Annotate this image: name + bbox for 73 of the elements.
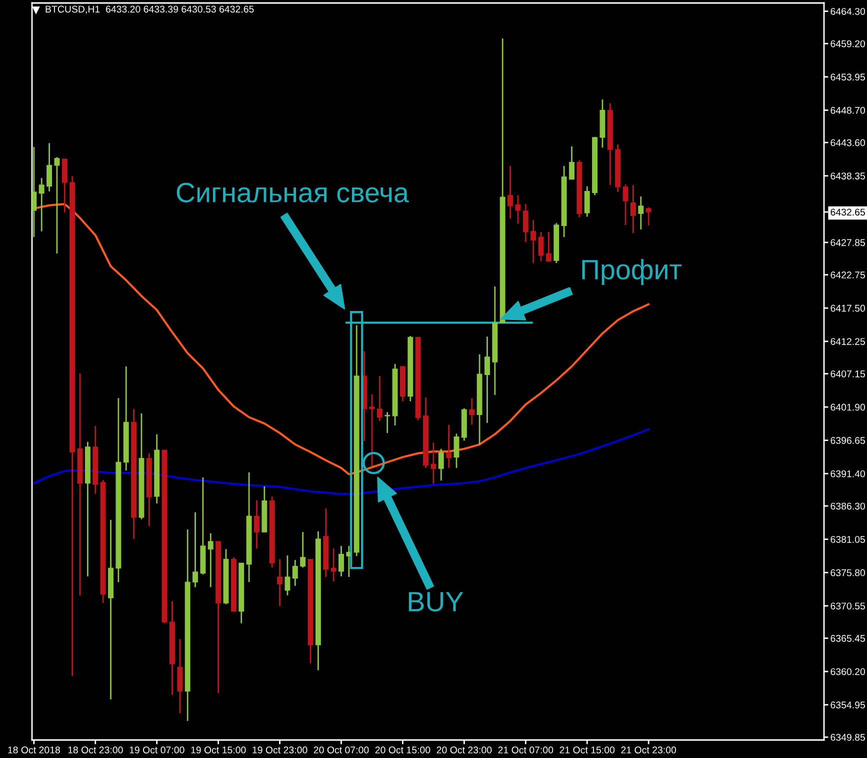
y-tick-label: 6370.55 bbox=[830, 602, 865, 610]
candlestick bbox=[369, 394, 375, 467]
candlestick bbox=[584, 186, 590, 218]
y-tick-label: 6417.50 bbox=[830, 304, 866, 312]
x-tick-label: 21 Oct 23:00 bbox=[621, 746, 676, 754]
candlestick bbox=[454, 432, 460, 469]
y-tick-label: 6459.20 bbox=[830, 40, 866, 48]
candlestick bbox=[62, 158, 68, 213]
candlestick bbox=[446, 424, 452, 469]
candlestick bbox=[622, 184, 628, 226]
annotation: BUY bbox=[408, 592, 464, 612]
x-tick-label: 20 Oct 23:00 bbox=[436, 746, 492, 754]
annotation: Профит bbox=[582, 259, 682, 285]
candlestick bbox=[338, 545, 344, 578]
y-tick-label: 6365.45 bbox=[830, 634, 865, 642]
candlestick bbox=[538, 231, 544, 262]
candlestick bbox=[522, 203, 528, 243]
candlestick bbox=[630, 184, 636, 234]
y-tick-label: 6386.30 bbox=[830, 502, 866, 510]
candlestick bbox=[38, 177, 44, 232]
y-tick-label: 6438.35 bbox=[830, 172, 865, 180]
annotation: Сигнальная свеча bbox=[176, 182, 409, 202]
y-tick-label: 6453.95 bbox=[830, 74, 865, 81]
candlestick bbox=[300, 531, 306, 568]
candlestick bbox=[254, 500, 260, 550]
candlestick bbox=[484, 336, 490, 424]
x-tick-label: 20 Oct 07:00 bbox=[314, 746, 369, 754]
candlestick bbox=[54, 156, 60, 254]
y-tick-label: 6422.75 bbox=[830, 272, 865, 278]
candlestick bbox=[208, 532, 214, 588]
y-tick-label: 6381.05 bbox=[830, 536, 865, 543]
x-tick-label: 18 Oct 2018 bbox=[8, 746, 60, 754]
candlestick bbox=[569, 146, 574, 180]
y-tick-label: 6354.95 bbox=[830, 702, 865, 708]
y-tick-label: 6432.65 bbox=[830, 208, 865, 216]
y-tick-label: 6464.30 bbox=[830, 8, 866, 15]
candlestick bbox=[292, 559, 298, 587]
candlestick bbox=[646, 206, 652, 226]
y-tick-label: 6396.65 bbox=[830, 437, 865, 444]
candlestick bbox=[508, 165, 514, 220]
x-tick-label: 19 Oct 15:00 bbox=[191, 746, 246, 754]
y-tick-label: 6349.85 bbox=[830, 734, 865, 741]
y-tick-label: 6360.20 bbox=[830, 668, 866, 676]
candlestick bbox=[638, 196, 644, 230]
candlestick bbox=[376, 375, 382, 422]
candlestick bbox=[430, 442, 436, 484]
x-tick-label: 19 Oct 23:00 bbox=[252, 746, 308, 754]
y-tick-label: 6375.80 bbox=[830, 569, 866, 576]
candlestick bbox=[277, 558, 283, 607]
y-tick-label: 6407.15 bbox=[830, 370, 865, 378]
x-tick-label: 18 Oct 23:00 bbox=[68, 746, 123, 754]
y-tick-label: 6448.70 bbox=[830, 106, 866, 114]
candlestick bbox=[438, 448, 444, 482]
x-tick-label: 21 Oct 15:00 bbox=[560, 746, 615, 754]
y-tick-label: 6443.60 bbox=[830, 139, 866, 146]
chart-title: BTCUSD,H1 6433.20 6433.39 6430.53 6432.65 bbox=[46, 6, 254, 14]
x-tick-label: 21 Oct 07:00 bbox=[498, 746, 554, 754]
line-series bbox=[32, 428, 650, 495]
y-tick-label: 6391.40 bbox=[830, 470, 866, 478]
candlestick bbox=[32, 146, 37, 238]
candlestick bbox=[469, 397, 475, 426]
candlestick bbox=[46, 142, 52, 192]
candlestick bbox=[546, 231, 552, 262]
y-tick-label: 6427.85 bbox=[830, 239, 865, 246]
y-tick-label: 6412.25 bbox=[830, 338, 865, 345]
candlestick bbox=[515, 194, 521, 224]
x-tick-label: 19 Oct 07:00 bbox=[130, 746, 184, 754]
x-tick-label: 20 Oct 15:00 bbox=[375, 746, 430, 754]
y-tick-label: 6401.90 bbox=[830, 404, 866, 411]
candlestick bbox=[530, 219, 536, 264]
candlestick bbox=[192, 512, 198, 588]
candlestick bbox=[284, 554, 290, 596]
candlestick bbox=[330, 548, 336, 582]
